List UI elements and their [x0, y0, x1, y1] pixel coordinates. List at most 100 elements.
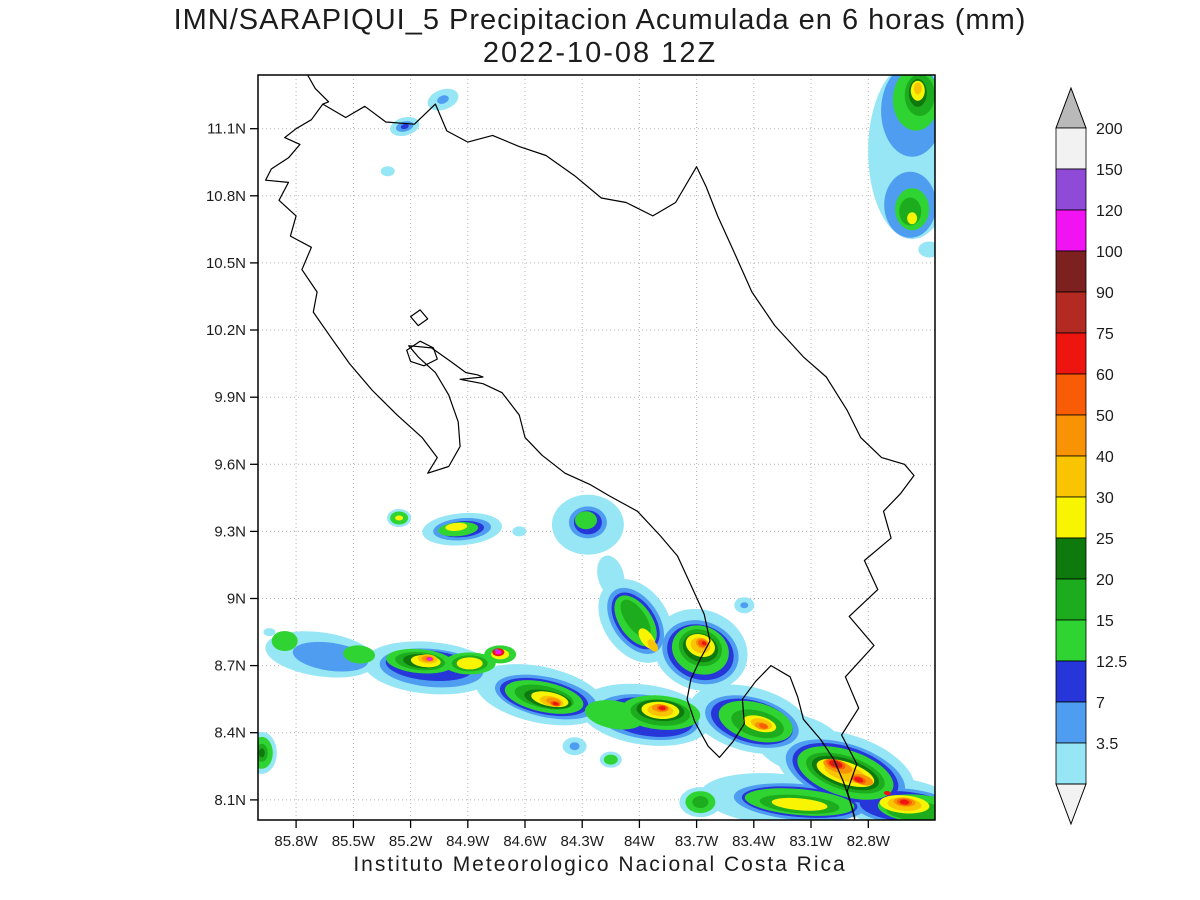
- precip-cell: [271, 631, 298, 651]
- precipitation-map: 11.1N 10.8N 10.5N 10.2N 9.9N 9.6N 9.3N 9N 8.7N 8.…: [206, 74, 936, 850]
- precip-cell: [759, 723, 768, 729]
- lon-tick-label: 84.3W: [561, 833, 605, 850]
- colorbar-top-arrow: [1055, 86, 1087, 129]
- precip-cell: [740, 602, 749, 609]
- lat-tick-label: 9N: [227, 591, 246, 608]
- precip-cell: [494, 648, 499, 652]
- lat-tick-label: 8.4N: [214, 725, 246, 742]
- gulf-islet: [410, 309, 429, 327]
- isla-chira: [406, 340, 438, 367]
- colorbar-band: [1055, 496, 1087, 539]
- lat-tick-label: 9.6N: [214, 456, 246, 473]
- lon-tick-label: 82.8W: [847, 833, 891, 850]
- pacific-coastline: [265, 75, 856, 820]
- lon-tick-label: 83.4W: [732, 833, 776, 850]
- colorbar-bottom-arrow: [1055, 783, 1087, 826]
- precip-cell: [918, 241, 935, 258]
- precip-cell: [512, 526, 527, 537]
- colorbar-label: 3.5: [1096, 736, 1118, 753]
- lon-tick-label: 83.7W: [675, 833, 719, 850]
- coastlines: [265, 75, 915, 820]
- colorbar-band: [1055, 127, 1087, 170]
- map-frame: [257, 74, 936, 821]
- colorbar-label: 40: [1096, 449, 1114, 466]
- colorbar-label: 20: [1096, 572, 1114, 589]
- precip-cell: [603, 754, 618, 765]
- chart-subtitle-datetime: 2022-10-08 12Z: [482, 37, 718, 70]
- lat-tick-label: 10.2N: [206, 322, 246, 339]
- precip-cell: [692, 796, 709, 809]
- colorbar-label: 60: [1096, 367, 1114, 384]
- lat-tick-label: 10.8N: [206, 188, 246, 205]
- colorbar-band: [1055, 455, 1087, 498]
- precip-cell: [701, 641, 707, 646]
- precip-cell: [899, 799, 910, 805]
- precip-cell: [854, 776, 864, 783]
- colorbar-label: 30: [1096, 490, 1114, 507]
- colorbar-label: 15: [1096, 613, 1114, 630]
- lon-tick-label: 84W: [624, 833, 656, 850]
- precip-cell: [395, 515, 404, 521]
- colorbar-label: 75: [1096, 326, 1114, 343]
- precip-cell: [907, 212, 918, 225]
- colorbar-band: [1055, 701, 1087, 744]
- precip-cell: [552, 702, 559, 706]
- colorbar-band: [1055, 291, 1087, 334]
- colorbar-band: [1055, 742, 1087, 785]
- lon-tick-label: 85.5W: [332, 833, 376, 850]
- precip-cell: [913, 82, 922, 95]
- lon-tick-label: 84.9W: [446, 833, 490, 850]
- precip-cell: [771, 797, 828, 811]
- colorbar-band: [1055, 660, 1087, 703]
- colorbar-band: [1055, 578, 1087, 621]
- lat-tick-label: 9.9N: [214, 389, 246, 406]
- chart-title: IMN/SARAPIQUI_5 Precipitacion Acumulada …: [173, 4, 1027, 36]
- caption: Instituto Meteorologico Nacional Costa R…: [353, 853, 847, 876]
- lon-tick-label: 83.1W: [789, 833, 833, 850]
- colorbar-label: 7: [1096, 695, 1105, 712]
- precip-cell: [427, 657, 433, 661]
- precip-shading: [258, 75, 935, 820]
- precip-cell: [883, 790, 891, 796]
- lon-tick-label: 85.8W: [274, 833, 318, 850]
- precip-cell: [620, 599, 651, 638]
- colorbar-band: [1055, 373, 1087, 416]
- precip-cell: [400, 123, 409, 130]
- colorbar-label: 100: [1096, 244, 1123, 261]
- precip-cell: [445, 522, 468, 531]
- lat-tick-label: 11.1N: [207, 121, 246, 138]
- precip-cell: [456, 657, 483, 670]
- lon-tick-label: 85.2W: [389, 833, 433, 850]
- colorbar-band: [1055, 168, 1087, 211]
- colorbar-label: 120: [1096, 203, 1123, 220]
- colorbar-label: 12.5: [1096, 654, 1127, 671]
- lat-tick-label: 9.3N: [214, 523, 246, 540]
- colorbar-label: 150: [1096, 162, 1123, 179]
- colorbar-band: [1055, 414, 1087, 457]
- colorbar-label: 200: [1096, 121, 1123, 138]
- colorbar-band: [1055, 250, 1087, 293]
- colorbar: 200 150 120 100 90 75 60 50 40 30 25 20 15 12.5 7 3.5: [1055, 86, 1127, 826]
- precip-cell: [569, 742, 580, 751]
- precip-cell: [380, 166, 395, 177]
- precip-cell: [437, 95, 449, 104]
- colorbar-band: [1055, 619, 1087, 662]
- colorbar-label: 25: [1096, 531, 1114, 548]
- precip-cell: [305, 653, 314, 660]
- colorbar-band: [1055, 537, 1087, 580]
- precip-cell: [258, 748, 265, 758]
- precip-cell: [575, 511, 597, 530]
- lat-tick-label: 8.7N: [214, 658, 246, 675]
- border-and-caribbean-coastline: [322, 103, 915, 818]
- colorbar-label: 90: [1096, 285, 1114, 302]
- lat-tick-label: 8.1N: [214, 792, 246, 809]
- precip-cell: [658, 706, 666, 711]
- chart-title-block: IMN/SARAPIQUI_5 Precipitacion Acumulada …: [0, 4, 1200, 71]
- colorbar-label: 50: [1096, 408, 1114, 425]
- precip-cell: [647, 639, 658, 652]
- precip-cell: [343, 645, 376, 664]
- lat-tick-label: 10.5N: [206, 255, 246, 272]
- colorbar-band: [1055, 209, 1087, 252]
- precip-cell: [263, 628, 276, 637]
